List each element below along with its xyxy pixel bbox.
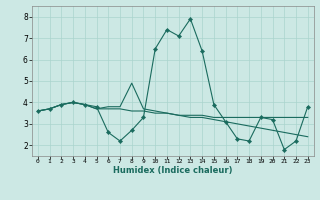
X-axis label: Humidex (Indice chaleur): Humidex (Indice chaleur) [113,166,233,175]
